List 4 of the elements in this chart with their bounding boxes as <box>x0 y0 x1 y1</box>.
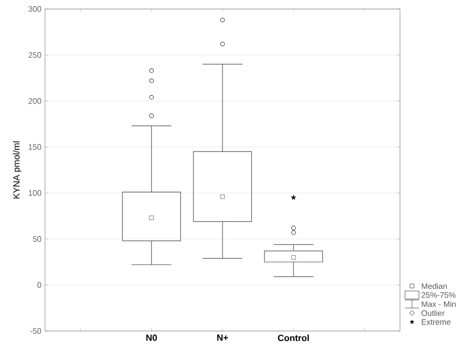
x-tick-label: N0 <box>146 334 157 341</box>
x-tick-label: N+ <box>217 334 228 341</box>
x-tick-label: Control <box>278 334 309 342</box>
y-axis-title: KYNA pmol/ml <box>12 141 22 198</box>
